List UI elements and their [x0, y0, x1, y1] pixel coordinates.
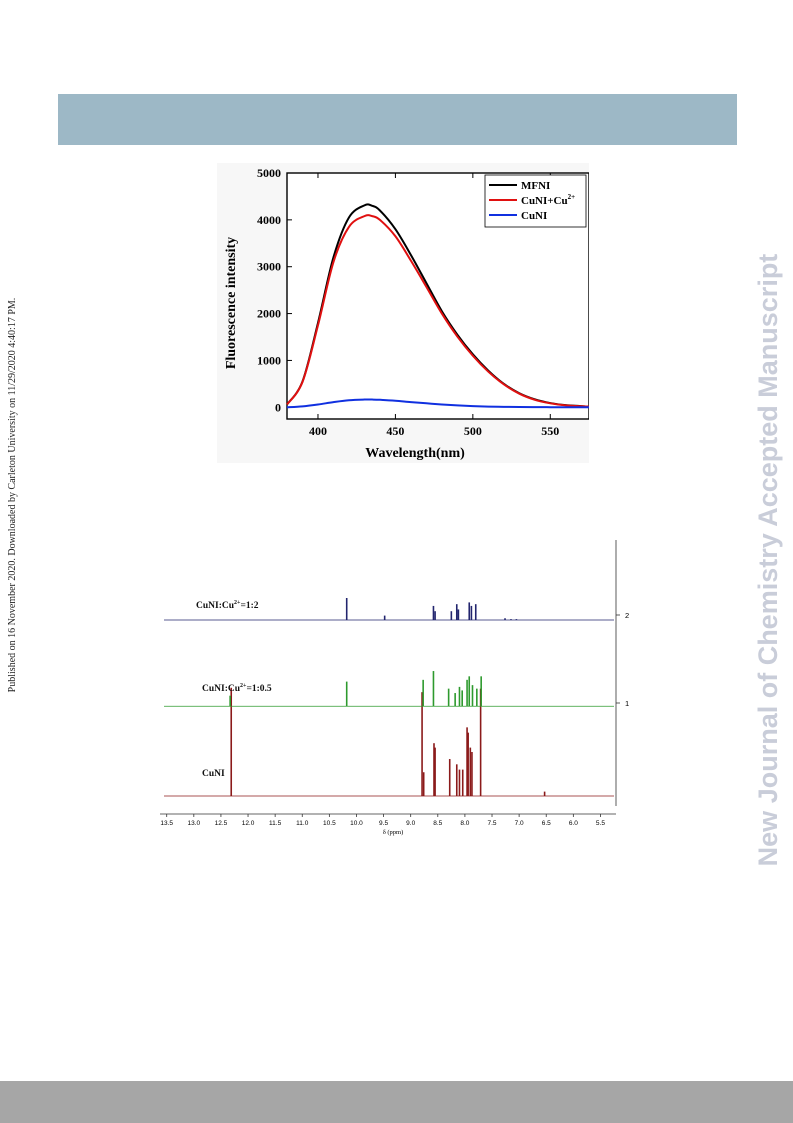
nmr-x-tick-label: 8.0 — [460, 820, 469, 827]
publication-note: Published on 16 November 2020. Downloade… — [7, 297, 18, 693]
fluor-series-line-1 — [286, 214, 589, 408]
fluor-legend-label-1: CuNI+Cu2+ — [521, 193, 575, 207]
nmr-x-tick-label: 11.0 — [296, 820, 309, 827]
nmr-x-tick-label: 12.5 — [215, 820, 228, 827]
nmr-spectrum-label-1: CuNI:Cu2+=1:0.5 — [202, 683, 272, 694]
nmr-x-tick-label: 10.5 — [323, 820, 336, 827]
nmr-axes: 12313.513.012.512.011.511.010.510.09.59.… — [160, 540, 629, 827]
nmr-spectrum-label-2: CuNI:Cu2+=1:2 — [196, 600, 259, 611]
nmr-x-tick-label: 7.5 — [487, 820, 496, 827]
nmr-x-tick-label: 9.5 — [379, 820, 388, 827]
nmr-spectrum-label-sup-2: 2+ — [234, 600, 241, 606]
fluor-y-tick-label: 4000 — [257, 213, 281, 227]
fluor-y-tick-label: 3000 — [257, 260, 281, 274]
fluor-x-tick-label: 500 — [464, 424, 482, 438]
fluor-y-tick-label: 2000 — [257, 307, 281, 321]
nmr-x-tick-label: 10.0 — [350, 820, 363, 827]
nmr-spectrum-labels: CuNI CuNI:Cu2+=1:0.5 CuNI:Cu2+=1:2 — [196, 600, 272, 779]
fluor-y-tick-label: 0 — [275, 400, 281, 414]
nmr-chart: 12313.513.012.512.011.511.010.510.09.59.… — [160, 540, 629, 836]
footer-band — [0, 1081, 793, 1123]
header-band — [58, 94, 737, 145]
nmr-x-tick-label: 6.5 — [542, 820, 551, 827]
fluor-x-tick-label: 450 — [386, 424, 404, 438]
fluor-legend-label-0: MFNI — [521, 180, 550, 192]
nmr-spectra — [164, 598, 614, 797]
fluor-y-tick-label: 5000 — [257, 166, 281, 180]
nmr-x-tick-label: 12.0 — [242, 820, 255, 827]
nmr-x-tick-label: 13.0 — [187, 820, 200, 827]
nmr-x-tick-label: 11.5 — [269, 820, 282, 827]
journal-watermark: New Journal of Chemistry Accepted Manusc… — [753, 253, 783, 867]
nmr-x-tick-label: 8.5 — [433, 820, 442, 827]
nmr-x-tick-label: 9.0 — [406, 820, 415, 827]
nmr-spectrum-label-sup-1: 2+ — [240, 683, 247, 689]
nmr-x-tick-label: 13.5 — [160, 820, 173, 827]
fluor-series — [286, 203, 589, 409]
fluor-legend-sup-1: 2+ — [568, 193, 576, 201]
nmr-x-tick-label: 7.0 — [515, 820, 524, 827]
nmr-x-axis-label: δ (ppm) — [383, 829, 404, 836]
fluor-x-tick-label: 550 — [541, 424, 559, 438]
nmr-spectrum-label-rest-1: =1:0.5 — [246, 684, 271, 694]
fluor-x-tick-label: 400 — [309, 424, 327, 438]
fluor-legend-label-2: CuNI — [521, 210, 547, 222]
fluor-y-tick-label: 1000 — [257, 353, 281, 367]
fluor-x-axis-label: Wavelength(nm) — [365, 446, 465, 461]
nmr-spectrum-label-rest-2: =1:2 — [240, 601, 258, 611]
nmr-x-tick-label: 5.5 — [596, 820, 605, 827]
nmr-y-tick-label: 2 — [625, 611, 629, 620]
nmr-x-tick-label: 6.0 — [569, 820, 578, 827]
fluor-y-axis-label-group: Fluorescence intensity — [224, 237, 239, 369]
nmr-spectrum-label-0: CuNI — [202, 769, 225, 779]
fluor-series-line-2 — [286, 398, 589, 409]
fluorescence-chart: Fluorescence intensity Wavelength(nm) 40… — [224, 166, 589, 461]
nmr-y-tick-label: 1 — [625, 699, 629, 708]
fluor-y-axis-label: Fluorescence intensity — [224, 237, 239, 369]
